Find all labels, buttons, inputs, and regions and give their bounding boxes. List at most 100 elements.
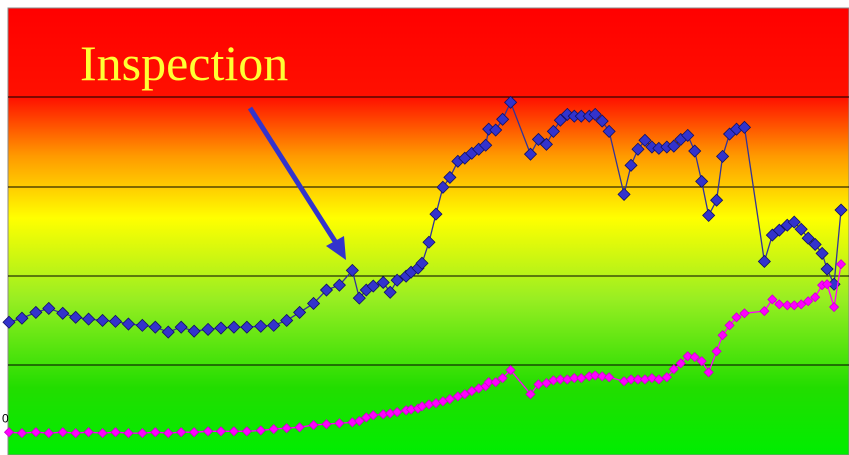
marker bbox=[148, 320, 162, 334]
marker bbox=[16, 428, 28, 439]
arrow bbox=[247, 106, 341, 248]
marker bbox=[624, 158, 638, 172]
marker bbox=[767, 294, 778, 305]
marker bbox=[42, 301, 56, 315]
marker bbox=[523, 147, 538, 161]
marker bbox=[525, 389, 536, 400]
marker bbox=[69, 310, 83, 324]
plot-background bbox=[7, 7, 849, 455]
marker bbox=[137, 428, 148, 439]
arrow-head bbox=[326, 236, 346, 260]
marker bbox=[483, 377, 494, 388]
marker bbox=[174, 320, 188, 334]
marker bbox=[489, 123, 503, 137]
marker bbox=[30, 427, 41, 438]
marker bbox=[390, 273, 404, 287]
marker bbox=[834, 203, 848, 217]
marker bbox=[70, 428, 81, 439]
marker bbox=[352, 291, 366, 305]
marker bbox=[533, 379, 544, 390]
marker bbox=[631, 142, 645, 156]
marker bbox=[555, 374, 566, 385]
marker bbox=[163, 428, 174, 439]
marker bbox=[267, 318, 281, 332]
marker bbox=[759, 306, 770, 317]
marker bbox=[717, 330, 728, 341]
marker bbox=[332, 278, 346, 292]
marker bbox=[772, 223, 786, 237]
marker bbox=[201, 322, 215, 336]
marker bbox=[121, 317, 135, 331]
marker bbox=[682, 351, 693, 362]
marker bbox=[667, 139, 681, 153]
series-layer bbox=[2, 95, 848, 439]
marker bbox=[796, 299, 807, 310]
marker bbox=[822, 279, 833, 290]
marker bbox=[56, 306, 70, 320]
annotation: Inspection bbox=[80, 35, 288, 91]
marker bbox=[366, 279, 380, 293]
marker bbox=[539, 137, 553, 151]
marker bbox=[546, 124, 560, 138]
marker bbox=[835, 259, 847, 270]
marker bbox=[214, 321, 228, 335]
marker bbox=[808, 237, 822, 252]
marker bbox=[787, 215, 801, 229]
marker bbox=[695, 174, 709, 189]
marker bbox=[625, 374, 637, 385]
marker bbox=[187, 324, 201, 338]
marker bbox=[368, 410, 379, 421]
marker bbox=[505, 365, 516, 376]
marker bbox=[702, 208, 716, 222]
marker bbox=[176, 427, 187, 438]
marker bbox=[383, 285, 397, 299]
marker bbox=[321, 419, 332, 430]
marker bbox=[436, 180, 450, 194]
marker bbox=[632, 374, 644, 385]
marker bbox=[189, 427, 200, 438]
marker bbox=[29, 305, 43, 319]
marker bbox=[576, 373, 587, 384]
marker bbox=[376, 275, 390, 290]
y-tick-label: 0 bbox=[2, 411, 9, 425]
marker bbox=[531, 132, 546, 146]
marker bbox=[95, 313, 110, 328]
marker bbox=[711, 346, 722, 357]
marker bbox=[150, 427, 161, 438]
marker bbox=[696, 356, 707, 367]
marker bbox=[228, 426, 239, 437]
marker bbox=[681, 128, 695, 142]
marker bbox=[240, 320, 254, 334]
marker bbox=[479, 138, 493, 152]
marker bbox=[604, 372, 615, 383]
marker bbox=[444, 394, 455, 405]
marker bbox=[794, 222, 808, 236]
marker bbox=[443, 170, 457, 184]
marker bbox=[83, 427, 94, 438]
marker bbox=[429, 207, 443, 221]
marker bbox=[703, 367, 714, 378]
marker bbox=[757, 254, 771, 269]
marker bbox=[293, 305, 307, 319]
marker bbox=[737, 120, 752, 134]
marker bbox=[569, 373, 580, 384]
marker bbox=[57, 427, 68, 438]
marker bbox=[820, 262, 834, 276]
marker bbox=[255, 425, 266, 436]
marker bbox=[774, 299, 785, 310]
marker bbox=[97, 428, 108, 439]
marker bbox=[281, 423, 292, 434]
marker bbox=[646, 373, 657, 384]
marker bbox=[422, 235, 436, 249]
marker bbox=[710, 193, 724, 207]
marker bbox=[202, 426, 214, 437]
marker bbox=[497, 373, 508, 384]
marker bbox=[496, 112, 510, 126]
marker bbox=[43, 428, 54, 439]
marker bbox=[724, 320, 735, 331]
marker bbox=[716, 149, 730, 163]
marker bbox=[345, 263, 359, 277]
marker bbox=[415, 256, 429, 270]
